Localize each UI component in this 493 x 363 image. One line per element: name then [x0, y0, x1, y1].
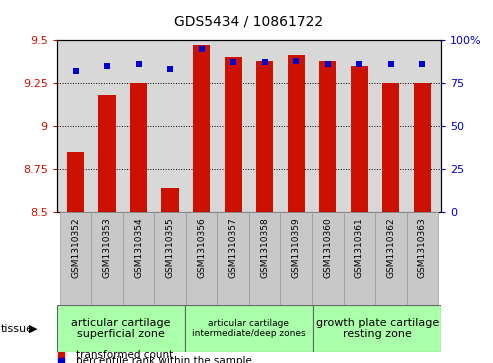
Text: GSM1310359: GSM1310359 — [292, 217, 301, 278]
Text: transformed count: transformed count — [76, 350, 173, 360]
Text: ▶: ▶ — [29, 323, 38, 334]
Text: percentile rank within the sample: percentile rank within the sample — [76, 356, 252, 363]
Bar — [249, 212, 281, 305]
Bar — [99, 95, 116, 212]
Bar — [67, 152, 84, 212]
Bar — [60, 212, 91, 305]
Bar — [414, 83, 431, 212]
Text: GSM1310354: GSM1310354 — [134, 217, 143, 278]
Bar — [162, 188, 179, 212]
Bar — [193, 45, 211, 212]
Text: growth plate cartilage
resting zone: growth plate cartilage resting zone — [316, 318, 439, 339]
Bar — [375, 212, 407, 305]
Text: tissue: tissue — [1, 323, 34, 334]
Text: articular cartilage
superficial zone: articular cartilage superficial zone — [71, 318, 171, 339]
Bar — [224, 57, 242, 212]
Bar — [313, 305, 441, 352]
Text: articular cartilage
intermediate/deep zones: articular cartilage intermediate/deep zo… — [192, 319, 306, 338]
Bar — [123, 212, 154, 305]
Text: GSM1310362: GSM1310362 — [387, 217, 395, 278]
Text: GSM1310363: GSM1310363 — [418, 217, 427, 278]
Bar — [185, 305, 313, 352]
Text: GSM1310355: GSM1310355 — [166, 217, 175, 278]
Bar — [351, 66, 368, 212]
Text: GSM1310357: GSM1310357 — [229, 217, 238, 278]
Text: GSM1310352: GSM1310352 — [71, 217, 80, 278]
Text: GSM1310358: GSM1310358 — [260, 217, 269, 278]
Bar — [130, 83, 147, 212]
Bar — [256, 61, 274, 212]
Text: GSM1310361: GSM1310361 — [355, 217, 364, 278]
Text: GSM1310356: GSM1310356 — [197, 217, 206, 278]
Bar — [287, 56, 305, 212]
Bar — [91, 212, 123, 305]
Text: GSM1310353: GSM1310353 — [103, 217, 111, 278]
Bar — [407, 212, 438, 305]
Bar — [186, 212, 217, 305]
Bar — [319, 61, 336, 212]
Text: GSM1310360: GSM1310360 — [323, 217, 332, 278]
Bar — [154, 212, 186, 305]
Bar — [217, 212, 249, 305]
Text: GDS5434 / 10861722: GDS5434 / 10861722 — [175, 15, 323, 29]
Bar — [281, 212, 312, 305]
Bar — [57, 305, 185, 352]
Bar — [312, 212, 344, 305]
Bar — [382, 83, 399, 212]
Bar — [344, 212, 375, 305]
